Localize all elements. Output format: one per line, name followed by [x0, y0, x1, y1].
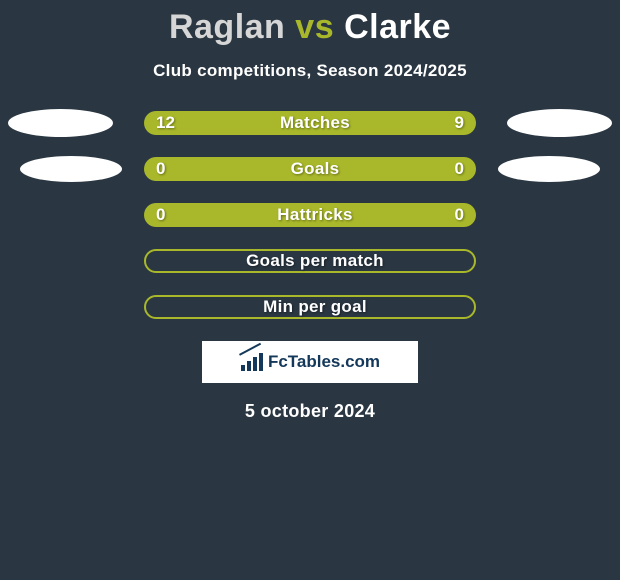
stat-bar: Goals per match	[144, 249, 476, 273]
stat-row-min-per-goal: Min per goal	[0, 295, 620, 319]
stat-bar: 0 Goals 0	[144, 157, 476, 181]
stat-value-right: 0	[455, 205, 464, 225]
stat-value-right: 9	[455, 113, 464, 133]
title-vs: vs	[295, 8, 334, 46]
stat-bar: 12 Matches 9	[144, 111, 476, 135]
page-title: Raglan vs Clarke	[0, 8, 620, 47]
stat-row-goals-per-match: Goals per match	[0, 249, 620, 273]
stat-row-hattricks: 0 Hattricks 0	[0, 203, 620, 227]
stats-rows: 12 Matches 9 0 Goals 0 0 Hattricks 0	[0, 111, 620, 319]
stat-label: Goals	[291, 159, 340, 179]
photo-placeholder-left	[20, 156, 122, 182]
comparison-card: Raglan vs Clarke Club competitions, Seas…	[0, 0, 620, 422]
stat-row-matches: 12 Matches 9	[0, 111, 620, 135]
stat-label: Matches	[280, 113, 350, 133]
stat-label: Min per goal	[263, 297, 367, 317]
subtitle: Club competitions, Season 2024/2025	[0, 61, 620, 81]
title-player-left: Raglan	[169, 8, 285, 46]
photo-placeholder-left	[8, 109, 113, 137]
photo-placeholder-right	[498, 156, 600, 182]
stat-value-right: 0	[455, 159, 464, 179]
stat-value-left: 12	[156, 113, 175, 133]
stat-row-goals: 0 Goals 0	[0, 157, 620, 181]
logo-text: FcTables.com	[268, 352, 380, 372]
fctables-icon	[240, 353, 262, 371]
stat-value-left: 0	[156, 205, 165, 225]
stat-label: Hattricks	[277, 205, 352, 225]
date-text: 5 october 2024	[0, 401, 620, 422]
photo-placeholder-right	[507, 109, 612, 137]
stat-bar: 0 Hattricks 0	[144, 203, 476, 227]
logo-box: FcTables.com	[202, 341, 418, 383]
stat-value-left: 0	[156, 159, 165, 179]
title-player-right: Clarke	[344, 8, 451, 46]
stat-label: Goals per match	[246, 251, 384, 271]
stat-bar: Min per goal	[144, 295, 476, 319]
